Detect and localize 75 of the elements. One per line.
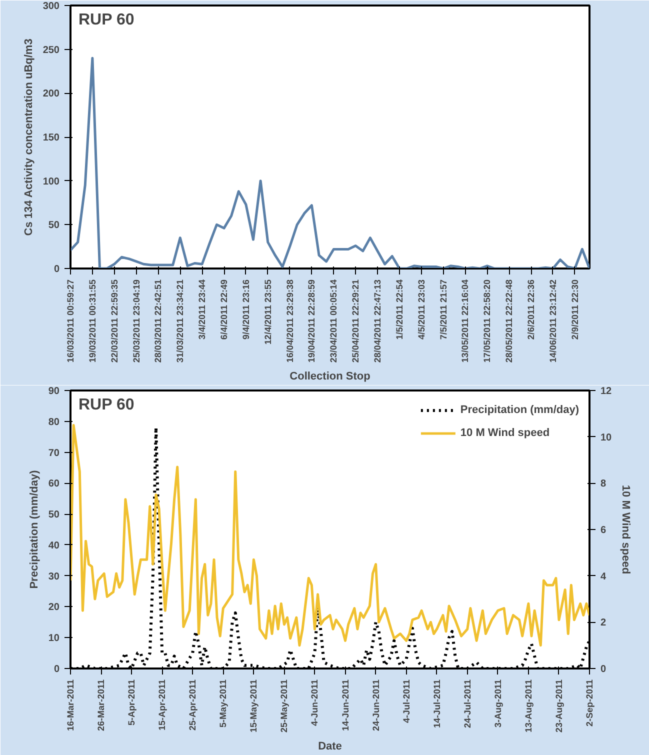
x-tick-label: 3-Aug-2011: [492, 679, 503, 728]
x-tick-label: 2/9/2011 22:30: [570, 279, 580, 340]
x-tick-label: 31/03/2011 23:34:21: [175, 279, 186, 363]
x-tick-label: 28/05/2011 22:22:48: [504, 279, 514, 363]
y-tick-label: 50: [48, 220, 60, 232]
x-tick-label: 5-Apr-2011: [126, 679, 137, 726]
y-tick-label: 300: [42, 1, 60, 12]
x-tick-label: 28/03/2011 22:42:51: [153, 279, 164, 363]
x-tick-label: 14-Jun-2011: [340, 680, 350, 732]
x-tick-label: 23-Aug-2011: [554, 679, 564, 733]
x-tick-label: 6/4/2011 22:49: [219, 279, 230, 340]
y-tick-label: 250: [42, 44, 60, 56]
y2-tick-label: 0: [600, 664, 606, 675]
y2-tick-label: 2: [600, 618, 606, 629]
x-tick-label: 2-Sep-2011: [584, 680, 594, 727]
x-tick-label: 22/03/2011 22:59:35: [109, 279, 120, 363]
x-tick-label: 16-Mar-2011: [66, 679, 76, 732]
x-tick-label: 25/04/2011 22:29:21: [350, 279, 361, 363]
x-tick-label: 14/06/2011 23:12:42: [548, 279, 558, 363]
x-tick-label: 4-Jul-2011: [401, 679, 412, 724]
x-tick-label: 24-Jun-2011: [370, 680, 381, 732]
y-tick-label: 0: [54, 264, 60, 275]
x-tick-label: 17/05/2011 22:58:20: [482, 279, 492, 363]
y-tick-label: 80: [48, 416, 60, 428]
x-tick-label: 19/04/2011 22:28:59: [306, 279, 317, 363]
x-tick-label: 15-May-2011: [248, 679, 259, 733]
y-tick-label: 200: [42, 88, 60, 100]
x-tick-label: 5-May-2011: [218, 679, 228, 728]
x-tick-label: 2/6/2011 22:36: [526, 279, 536, 340]
y2-tick-label: 6: [600, 525, 606, 536]
y-axis-title: Precipitation (mm/day): [28, 470, 40, 589]
x-tick-label: 4-Jun-2011: [310, 679, 320, 726]
x-tick-label: 23/04/2011 00:05:14: [328, 279, 339, 363]
x-tick-label: 16/03/2011 00:59:27: [66, 279, 76, 363]
x-tick-label: 7/5/2011 21:57: [438, 279, 448, 340]
x-tick-label: 13/05/2011 22:16:04: [460, 279, 470, 363]
y-tick-label: 30: [48, 571, 60, 582]
y2-tick-label: 10: [600, 432, 612, 444]
x-axis-title: Collection Stop: [290, 370, 371, 383]
y-tick-label: 50: [48, 510, 60, 521]
x-tick-label: 25-May-2011: [279, 679, 290, 733]
x-tick-label: 28/04/2011 22:47:13: [372, 279, 383, 363]
y-tick-label: 90: [48, 386, 60, 397]
x-tick-label: 3/4/2011 23:44: [197, 279, 208, 340]
x-tick-label: 26-Mar-2011: [96, 679, 106, 732]
legend-label: Precipitation (mm/day): [460, 404, 579, 416]
x-tick-label: 25-Apr-2011: [188, 680, 198, 731]
x-tick-label: 1/5/2011 22:54: [394, 279, 404, 340]
y2-tick-label: 8: [600, 478, 606, 490]
x-tick-label: 14-Jul-2011: [432, 679, 442, 728]
x-tick-label: 9/4/2011 23:16: [240, 279, 251, 340]
x-tick-label: 25/03/2011 23:04:19: [131, 279, 142, 363]
x-tick-label: 24-Jul-2011: [462, 679, 472, 728]
y-tick-label: 100: [42, 176, 60, 188]
y2-tick-label: 12: [600, 386, 612, 397]
y-axis-title: Cs 134 Activity concentration uBq/m3: [22, 38, 35, 236]
legend-label: 10 M Wind speed: [460, 427, 550, 439]
x-tick-label: 4/5/2011 23:03: [416, 279, 426, 340]
y-tick-label: 10: [48, 633, 60, 644]
x-tick-label: 19/03/2011 00:31:55: [87, 279, 98, 363]
y-tick-label: 0: [54, 664, 60, 675]
annotation: RUP 60: [78, 12, 134, 28]
x-tick-label: 15-Apr-2011: [157, 680, 168, 731]
y-tick-label: 150: [42, 132, 60, 144]
y-tick-label: 70: [48, 448, 60, 459]
x-tick-label: 13-Aug-2011: [523, 679, 534, 733]
y2-tick-label: 4: [600, 571, 606, 582]
x-tick-label: 12/4/2011 23:55: [262, 280, 273, 345]
y-tick-label: 20: [48, 602, 60, 614]
y-tick-label: 40: [48, 540, 60, 552]
x-axis-title: Date: [318, 740, 342, 753]
x-tick-label: 16/04/2011 23:29:38: [284, 279, 295, 363]
y2-axis-title: 10 M Wind speed: [620, 484, 632, 574]
y-tick-label: 60: [48, 478, 60, 490]
annotation: RUP 60: [78, 396, 134, 414]
